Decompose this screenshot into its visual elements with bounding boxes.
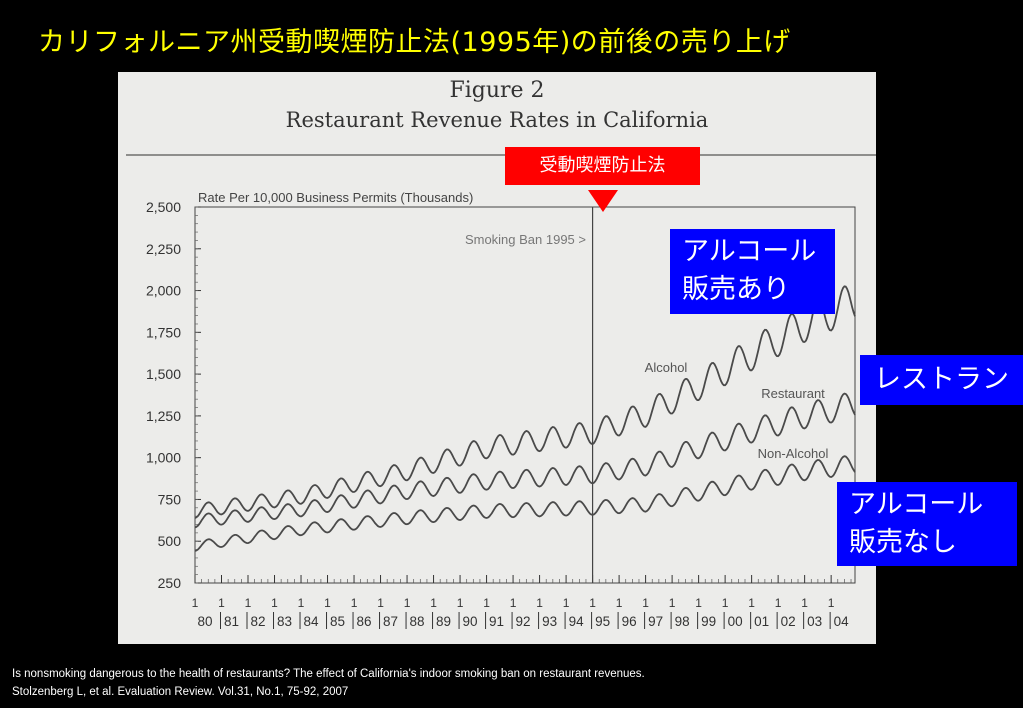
slide-title: カリフォルニア州受動喫煙防止法(1995年)の前後の売り上げ [38,27,791,58]
x-tick-quarter: 1 [483,596,490,610]
x-tick-year: 95 [595,614,610,629]
non-alcohol-callout: アルコール 販売なし [837,482,1017,566]
x-tick-quarter: 1 [430,596,437,610]
x-tick-year: 88 [410,614,425,629]
x-tick-year: 98 [675,614,690,629]
alcohol-callout-line1: アルコール [682,236,817,267]
y-tick-label: 1,000 [146,450,181,466]
x-tick-quarter: 1 [589,596,596,610]
x-tick-quarter: 1 [377,596,384,610]
revenue-chart: Rate Per 10,000 Business Permits (Thousa… [126,154,876,629]
x-tick-quarter: 1 [748,596,755,610]
x-tick-quarter: 1 [669,596,676,610]
x-tick-quarter: 1 [828,596,835,610]
x-tick-year: 86 [357,614,372,629]
x-tick-quarter: 1 [510,596,517,610]
smoking-ban-annotation: Smoking Ban 1995 > [465,232,586,247]
x-tick-quarter: 1 [695,596,702,610]
y-tick-label: 1,250 [146,408,181,424]
x-tick-year: 84 [304,614,320,629]
x-tick-year: 02 [781,614,796,629]
x-tick-quarter: 1 [245,596,252,610]
x-tick-year: 91 [489,614,504,629]
x-tick-quarter: 1 [218,596,225,610]
x-tick-year: 94 [569,614,585,629]
x-tick-quarter: 1 [642,596,649,610]
x-tick-quarter: 1 [192,596,199,610]
y-tick-label: 1,500 [146,366,181,382]
y-axis-label: Rate Per 10,000 Business Permits (Thousa… [198,190,473,205]
x-tick-year: 97 [648,614,663,629]
smoking-ban-callout: 受動喫煙防止法 [505,147,700,185]
alcohol-callout-line2: 販売あり [682,274,790,305]
x-tick-year: 89 [436,614,451,629]
non-alcohol-callout-line1: アルコール [849,489,984,520]
x-tick-year: 01 [754,614,769,629]
series-line-alcohol [194,285,856,519]
x-tick-year: 00 [728,614,743,629]
y-tick-label: 500 [158,533,182,549]
x-tick-year: 80 [197,614,212,629]
x-tick-quarter: 1 [801,596,808,610]
y-tick-label: 750 [158,491,182,507]
figure-label: Figure 2 [449,78,545,103]
x-tick-year: 85 [330,614,345,629]
x-tick-year: 03 [807,614,822,629]
series-line-non-alcohol [194,455,856,552]
y-tick-label: 2,500 [146,199,181,215]
series-label-alcohol: Alcohol [645,360,688,375]
x-tick-year: 82 [250,614,265,629]
x-tick-year: 99 [701,614,716,629]
x-tick-year: 93 [542,614,557,629]
x-tick-quarter: 1 [324,596,331,610]
x-tick-quarter: 1 [457,596,464,610]
series-line-restaurant [194,392,856,529]
x-tick-quarter: 1 [298,596,305,610]
x-tick-year: 96 [622,614,637,629]
x-tick-quarter: 1 [616,596,623,610]
x-tick-quarter: 1 [404,596,411,610]
citation-line-2: Stolzenberg L, et al. Evaluation Review.… [12,686,349,698]
restaurant-callout: レストラン [860,355,1023,405]
ban-arrow-icon [588,190,618,212]
x-tick-quarter: 1 [271,596,278,610]
x-tick-year: 90 [463,614,478,629]
series-label-non-alcohol: Non-Alcohol [758,446,829,461]
figure-panel: Figure 2 Restaurant Revenue Rates in Cal… [118,72,876,644]
x-tick-year: 04 [834,614,850,629]
x-tick-quarter: 1 [563,596,570,610]
alcohol-callout: アルコール 販売あり [670,229,835,314]
x-tick-quarter: 1 [536,596,543,610]
x-tick-year: 83 [277,614,292,629]
chart-title: Restaurant Revenue Rates in California [285,108,709,132]
x-tick-year: 92 [516,614,531,629]
citation-line-1: Is nonsmoking dangerous to the health of… [12,668,645,680]
y-tick-label: 250 [158,575,182,591]
x-tick-quarter: 1 [775,596,782,610]
x-tick-quarter: 1 [722,596,729,610]
x-tick-year: 87 [383,614,398,629]
non-alcohol-callout-line2: 販売なし [849,527,957,558]
x-tick-year: 81 [224,614,239,629]
y-tick-label: 1,750 [146,324,181,340]
y-tick-label: 2,250 [146,241,181,257]
series-label-restaurant: Restaurant [761,386,825,401]
y-tick-label: 2,000 [146,283,181,299]
plot-frame [194,206,856,584]
x-tick-quarter: 1 [351,596,358,610]
